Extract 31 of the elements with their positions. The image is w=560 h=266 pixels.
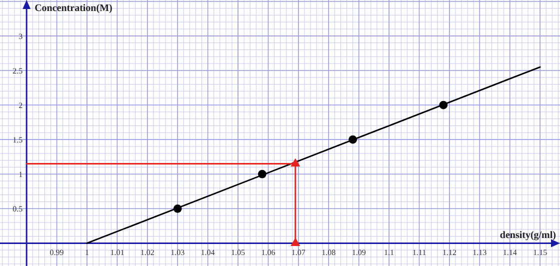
y-tick-label: 1 — [18, 170, 23, 180]
x-tick-label: 1.07 — [291, 248, 306, 258]
y-tick-label: 3 — [18, 32, 23, 41]
y-tick-label: 2.5 — [12, 66, 23, 76]
x-tick-label: 1.05 — [231, 248, 246, 258]
point — [439, 100, 448, 110]
y-tick-label: 1.5 — [12, 136, 23, 145]
x-tick-label: 1.12 — [442, 248, 456, 258]
point — [348, 135, 357, 144]
x-tick-label: 1.04 — [200, 248, 215, 258]
x-tick-label: 1.1 — [384, 248, 394, 258]
x-tick-label: 0.99 — [50, 248, 64, 258]
point — [258, 170, 266, 178]
y-axis-title: Concentration(M) — [34, 3, 112, 14]
x-tick-label: 1.13 — [472, 248, 487, 258]
x-tick-label: 1.09 — [352, 248, 366, 258]
x-axis-title: density(g/ml) — [500, 230, 556, 242]
x-tick-label: 1 — [84, 248, 89, 258]
point — [173, 204, 182, 213]
x-tick-label: 1.11 — [412, 248, 426, 258]
x-tick-label: 1.06 — [261, 248, 276, 258]
y-tick-label: 2 — [18, 101, 23, 110]
x-tick-label: 1.08 — [322, 248, 336, 258]
x-tick-label: 1.15 — [533, 248, 548, 258]
x-tick-label: 1.02 — [140, 248, 154, 258]
point — [290, 158, 300, 167]
x-tick-label: 1.03 — [170, 248, 185, 258]
x-tick-label: 1.14 — [502, 248, 517, 258]
x-tick-label: 1.01 — [110, 248, 124, 258]
y-tick-label: 0.5 — [12, 204, 23, 214]
point — [290, 238, 300, 246]
